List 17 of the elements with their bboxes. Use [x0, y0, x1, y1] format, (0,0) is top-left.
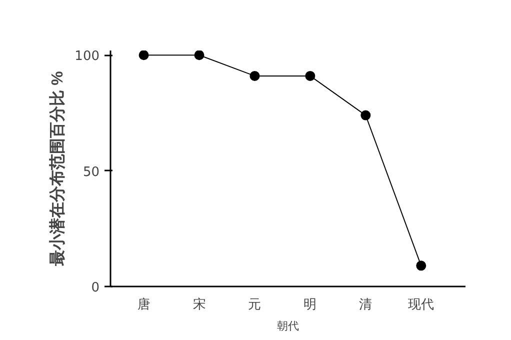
point [250, 70, 260, 81]
point [360, 110, 371, 120]
x-tick-label: 唐 [137, 298, 150, 312]
y-tick-label: 50 [82, 164, 100, 180]
point [416, 260, 426, 271]
x-tick-label: 现代 [408, 298, 434, 312]
point [305, 70, 316, 81]
y-axis-title: 最小潜在分布范围百分比 % [48, 71, 67, 267]
point [138, 50, 149, 60]
point [194, 50, 204, 60]
x-tick-label: 宋 [192, 296, 206, 312]
x-axis-title: 朝代 [277, 320, 299, 332]
x-tick-label: 明 [304, 298, 317, 312]
y-tick-label: 0 [91, 280, 100, 296]
x-tick-label: 清 [359, 298, 372, 312]
y-tick-label: 100 [74, 49, 100, 64]
x-tick-label: 元 [248, 298, 262, 312]
